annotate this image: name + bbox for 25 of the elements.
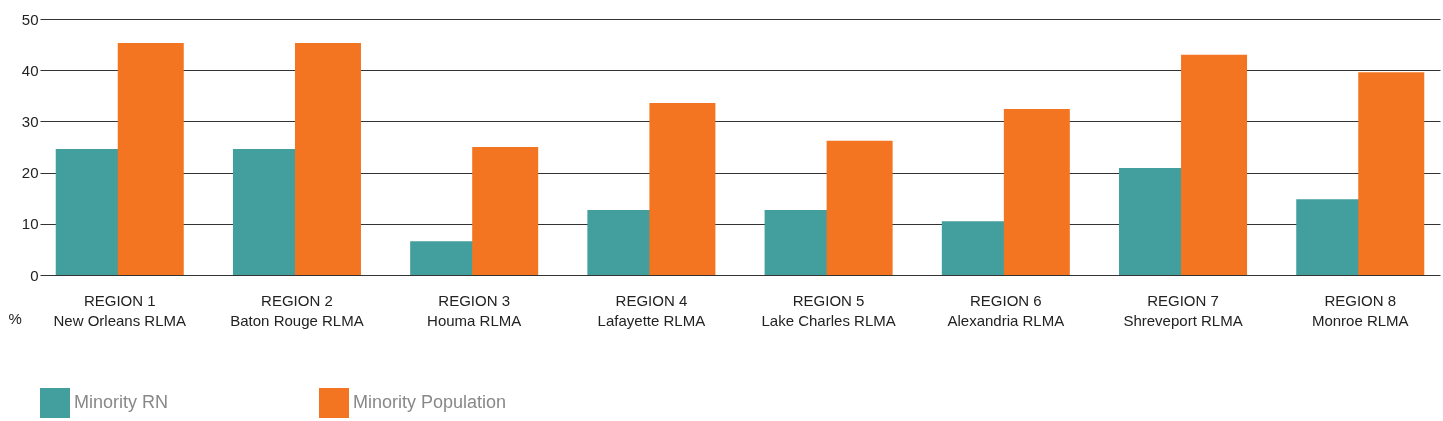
bar: [1181, 54, 1248, 275]
x-tick-label: REGION 1 New Orleans RLMA: [53, 291, 187, 329]
legend-label: Minority Population: [353, 392, 507, 412]
x-tick-label: REGION 4 Lafayette RLMA: [597, 291, 706, 329]
y-tick-label: 0: [30, 266, 39, 284]
y-tick-label: 40: [21, 61, 39, 79]
x-tick-label: REGION 7 Shreveport RLMA: [1123, 291, 1243, 329]
legend-label: Minority RN: [74, 392, 169, 412]
y-tick-label: 10: [21, 215, 39, 233]
bar: [649, 102, 716, 275]
x-tick-label: REGION 2 Baton Rouge RLMA: [230, 291, 364, 329]
y-tick-label: 30: [21, 112, 39, 130]
y-tick-label: 50: [21, 10, 39, 28]
x-tick-label: REGION 6 Alexandria RLMA: [947, 291, 1065, 329]
bar: [294, 43, 361, 275]
bar: [472, 147, 539, 275]
y-axis-title: %: [8, 309, 22, 327]
y-tick-label: 20: [21, 164, 39, 182]
bar: [1358, 72, 1425, 275]
x-tick-label: REGION 5 Lake Charles RLMA: [761, 291, 896, 329]
bar: [117, 43, 184, 275]
bar: [826, 140, 893, 275]
bar: [1003, 109, 1070, 275]
x-tick-label: REGION 8 Monroe RLMA: [1311, 291, 1409, 329]
x-tick-label: REGION 3 Houma RLMA: [427, 291, 522, 329]
